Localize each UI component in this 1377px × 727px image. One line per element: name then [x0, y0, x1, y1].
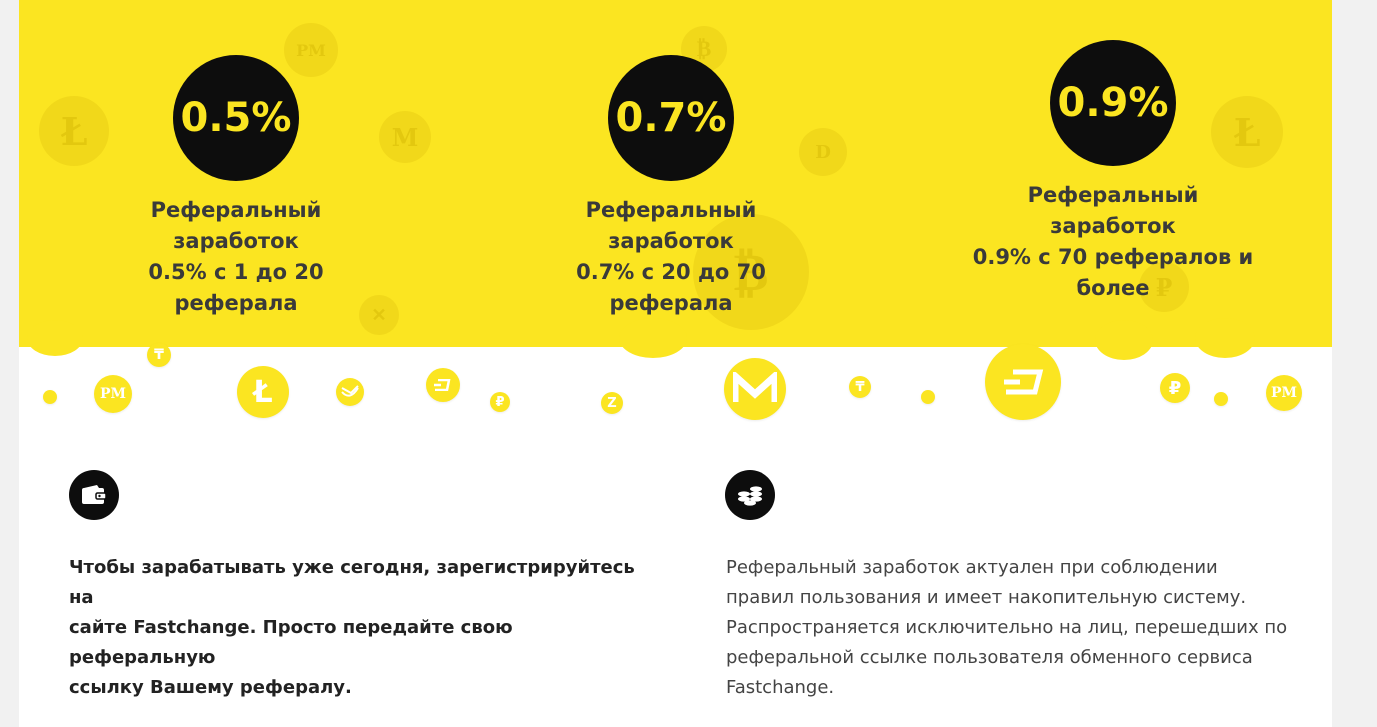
referral-tier-3: 0.9% Реферальный заработок 0.9% с 70 реф…	[963, 40, 1263, 304]
referral-tiers-banner: PM Ł M ₿ D ₿ ✕ Ł ₽ 0.5% Реферальный зара…	[19, 0, 1332, 347]
dash-coin-icon	[985, 344, 1061, 420]
tier-title: Реферальный заработок	[585, 198, 757, 253]
coins-stack-icon	[725, 470, 775, 520]
sberbank-coin-icon	[921, 390, 935, 404]
ruble-coin-icon: ₽	[1139, 262, 1189, 312]
decorative-drip	[1195, 318, 1255, 358]
tier-range: 0.9% с 70 рефералов и	[972, 245, 1254, 269]
tier-title: Реферальный заработок	[1027, 183, 1199, 238]
wallet-icon	[69, 470, 119, 520]
litecoin-coin-icon: Ł	[39, 96, 109, 166]
referral-terms-description: Реферальный заработок актуален при соблю…	[726, 557, 1288, 698]
ruble-coin-icon: ₽	[1160, 373, 1190, 403]
tier-title: Реферальный заработок	[150, 198, 322, 253]
decorative-drip	[1095, 320, 1153, 360]
tier-range-continued: более	[1076, 276, 1150, 300]
ruble-coin-icon: ₽	[490, 392, 510, 412]
dash-coin-icon	[426, 368, 460, 402]
sberbank-coin-icon	[43, 390, 57, 404]
tenge-coin-icon: ₸	[849, 376, 871, 398]
pm-coin-icon: PM	[94, 375, 132, 413]
dash-coin-icon: D	[799, 128, 847, 176]
tier-range: 0.5% с 1 до 20 реферала	[148, 260, 324, 315]
pm-coin-icon: PM	[1266, 375, 1302, 411]
referral-tier-2: 0.7% Реферальный заработок 0.7% с 20 до …	[521, 55, 821, 319]
pm-coin-icon: PM	[284, 23, 338, 77]
sberbank-coin-icon	[1214, 392, 1228, 406]
tier-percent-badge: 0.5%	[173, 55, 299, 181]
monero-coin-icon: M	[379, 111, 431, 163]
litecoin-coin-icon: Ł	[237, 366, 289, 418]
registration-instructions: Чтобы зарабатывать уже сегодня, зарегист…	[69, 557, 635, 698]
tier-range: 0.7% с 20 до 70 реферала	[576, 260, 766, 315]
tier-percent-badge: 0.7%	[608, 55, 734, 181]
decorative-drip	[619, 318, 687, 358]
referral-tier-1: 0.5% Реферальный заработок 0.5% с 1 до 2…	[96, 55, 376, 319]
sberbank-coin-icon	[336, 378, 364, 406]
ripple-coin-icon: ✕	[359, 295, 399, 335]
tenge-coin-icon: ₸	[147, 343, 171, 367]
litecoin-coin-icon: Ł	[1211, 96, 1283, 168]
monero-coin-icon	[724, 358, 786, 420]
zcash-coin-icon: Z	[601, 392, 623, 414]
tier-percent-badge: 0.9%	[1050, 40, 1176, 166]
referral-section: PM Ł M ₿ D ₿ ✕ Ł ₽ 0.5% Реферальный зара…	[19, 0, 1332, 727]
bitcoin-coin-icon: ₿	[693, 214, 809, 330]
decorative-drip	[27, 320, 83, 356]
